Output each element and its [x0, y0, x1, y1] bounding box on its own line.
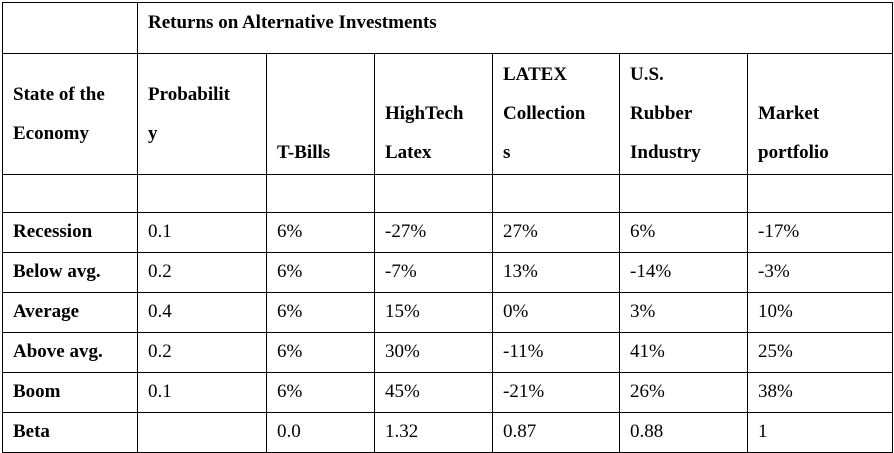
cell-hightech: -7%	[374, 252, 493, 293]
cell-probability: 0.4	[137, 292, 267, 333]
table-row: Below avg. 0.2 6% -7% 13% -14% -3%	[2, 252, 894, 293]
cell-rubber: 26%	[619, 372, 748, 413]
cell-market: -3%	[746, 252, 894, 293]
table-row: Recession 0.1 6% -27% 27% 6% -17%	[2, 212, 894, 253]
header-row: State of the Economy Probabilit y T-Bill…	[2, 53, 894, 175]
cell-rubber: 41%	[619, 332, 748, 373]
cell-latex: 27%	[492, 212, 620, 253]
cell-rubber: 3%	[619, 292, 748, 333]
cell-latex: 0%	[492, 292, 620, 333]
cell-hightech: 45%	[374, 372, 493, 413]
cell-state: Boom	[2, 372, 138, 413]
cell-hightech: -27%	[374, 212, 493, 253]
table-title: Returns on Alternative Investments	[136, 2, 894, 54]
cell-probability: 0.1	[137, 372, 267, 413]
cell-tbills: 0.0	[266, 412, 375, 453]
header-rubber: U.S. Rubber Industry	[619, 53, 748, 175]
cell-state: Recession	[2, 212, 138, 253]
header-hightech: HighTech Latex	[374, 53, 493, 175]
cell-market: -17%	[746, 212, 894, 253]
cell-rubber: -14%	[619, 252, 748, 293]
table-row: Beta 0.0 1.32 0.87 0.88 1	[2, 412, 894, 453]
cell-market: 38%	[746, 372, 894, 413]
data-rows: Recession 0.1 6% -27% 27% 6% -17% Below avg. 0.2…	[2, 212, 894, 453]
cell-rubber: 6%	[619, 212, 748, 253]
spacer-row	[2, 174, 894, 213]
cell-market: 10%	[746, 292, 894, 333]
cell-hightech: 15%	[374, 292, 493, 333]
cell-probability: 0.2	[137, 332, 267, 373]
table-row: Boom 0.1 6% 45% -21% 26% 38%	[2, 372, 894, 413]
cell-tbills: 6%	[266, 372, 375, 413]
cell-tbills: 6%	[266, 332, 375, 373]
cell-tbills: 6%	[266, 252, 375, 293]
cell-latex: -21%	[492, 372, 620, 413]
cell-market: 25%	[746, 332, 894, 373]
cell-hightech: 1.32	[374, 412, 493, 453]
table-row: Average 0.4 6% 15% 0% 3% 10%	[2, 292, 894, 333]
cell-market: 1	[746, 412, 894, 453]
header-probability: Probabilit y	[137, 53, 267, 175]
header-market: Market portfolio	[746, 53, 894, 175]
cell-rubber: 0.88	[619, 412, 748, 453]
cell-state: Average	[2, 292, 138, 333]
cell-hightech: 30%	[374, 332, 493, 373]
cell-tbills: 6%	[266, 292, 375, 333]
cell-tbills: 6%	[266, 212, 375, 253]
title-row: Returns on Alternative Investments	[2, 2, 894, 54]
header-state: State of the Economy	[2, 53, 138, 175]
cell-latex: 13%	[492, 252, 620, 293]
header-latex: LATEX Collection s	[492, 53, 620, 175]
cell-state: Beta	[2, 412, 138, 453]
cell-probability: 0.1	[137, 212, 267, 253]
header-tbills: T-Bills	[266, 53, 375, 175]
cell-state: Below avg.	[2, 252, 138, 293]
table-row: Above avg. 0.2 6% 30% -11% 41% 25%	[2, 332, 894, 373]
cell-probability	[137, 412, 267, 453]
cell-probability: 0.2	[137, 252, 267, 293]
cell-state: Above avg.	[2, 332, 138, 373]
blank-corner-cell	[2, 2, 138, 54]
cell-latex: 0.87	[492, 412, 620, 453]
cell-latex: -11%	[492, 332, 620, 373]
